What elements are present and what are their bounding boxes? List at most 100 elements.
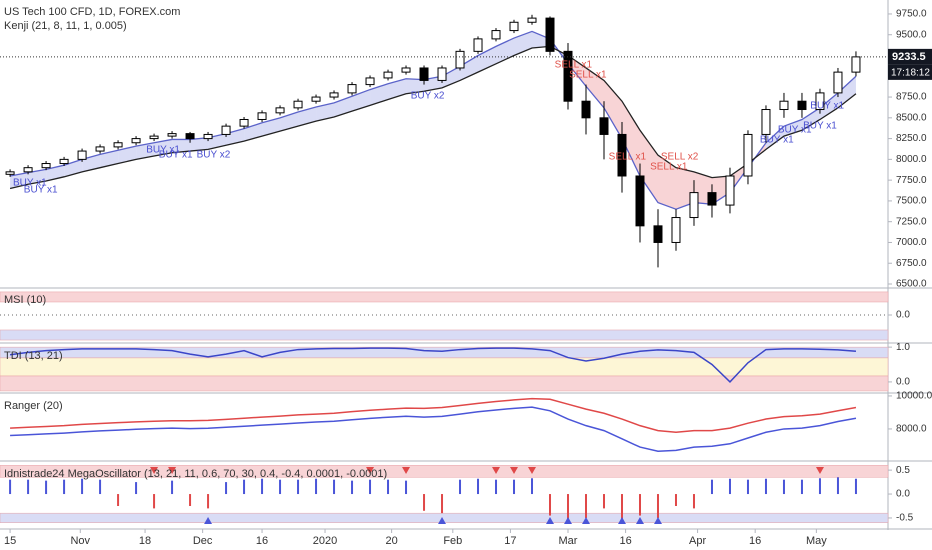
bar bbox=[459, 479, 462, 495]
band-fill bbox=[298, 107, 317, 127]
candle-body bbox=[401, 67, 411, 73]
bar bbox=[81, 478, 84, 495]
bar bbox=[153, 494, 156, 509]
candle-body bbox=[113, 142, 123, 148]
x-tick-label: 18 bbox=[139, 535, 151, 547]
bar bbox=[764, 478, 767, 495]
bar bbox=[225, 482, 228, 495]
band-fill bbox=[442, 66, 461, 88]
band-fill bbox=[154, 139, 173, 157]
x-tick-label: 2020 bbox=[313, 535, 337, 547]
candle-body bbox=[221, 125, 231, 135]
candle-body bbox=[509, 21, 519, 32]
candle-body bbox=[833, 71, 843, 94]
y-tick-label: 7500.0 bbox=[896, 196, 927, 207]
up-signal bbox=[438, 517, 447, 524]
band-fill bbox=[657, 155, 676, 210]
band-fill bbox=[801, 107, 820, 131]
band bbox=[0, 465, 889, 478]
band-fill bbox=[316, 102, 335, 122]
signal-label: BUY x2 bbox=[197, 150, 231, 161]
candle-body bbox=[689, 192, 699, 219]
x-tick-label: Nov bbox=[70, 535, 90, 547]
down-signal bbox=[528, 467, 537, 474]
candle-body bbox=[473, 38, 483, 52]
y-tick-label: 10000.0 bbox=[896, 391, 932, 402]
band-fill bbox=[46, 165, 65, 181]
down-signal bbox=[168, 467, 177, 474]
bar bbox=[728, 478, 731, 495]
down-signal bbox=[402, 467, 411, 474]
bar bbox=[9, 479, 12, 495]
pane-title: US Tech 100 CFD, 1D, FOREX.com bbox=[4, 6, 180, 18]
bar bbox=[567, 494, 570, 523]
band bbox=[0, 357, 889, 377]
bar bbox=[315, 478, 318, 495]
pane-title: MSI (10) bbox=[4, 294, 46, 306]
bar bbox=[585, 494, 588, 518]
band bbox=[0, 329, 889, 341]
up-signal bbox=[582, 517, 591, 524]
x-tick-label: 17 bbox=[504, 535, 516, 547]
y-tick-label: 8000.0 bbox=[896, 424, 927, 435]
countdown-label: 17:18:12 bbox=[891, 68, 930, 79]
bar bbox=[836, 477, 839, 495]
bar bbox=[117, 494, 120, 506]
bar bbox=[800, 479, 803, 495]
band-fill bbox=[603, 80, 622, 139]
band-fill bbox=[136, 142, 155, 160]
down-signal bbox=[150, 467, 159, 474]
y-tick-label: 8750.0 bbox=[896, 92, 927, 103]
bar bbox=[261, 478, 264, 495]
band-fill bbox=[837, 76, 856, 108]
y-tick-label: 1.0 bbox=[896, 342, 910, 353]
candle-body bbox=[527, 17, 537, 23]
bar bbox=[602, 494, 605, 509]
band bbox=[0, 375, 889, 392]
band-fill bbox=[765, 126, 784, 150]
down-signal bbox=[510, 467, 519, 474]
bar bbox=[746, 479, 749, 495]
bar bbox=[620, 494, 623, 521]
bar bbox=[297, 479, 300, 495]
band bbox=[0, 291, 889, 303]
candle-body bbox=[815, 92, 825, 111]
bar bbox=[243, 479, 246, 495]
y-tick-label: 7750.0 bbox=[896, 175, 927, 186]
candle-body bbox=[419, 67, 429, 81]
band-fill bbox=[783, 119, 802, 137]
bar bbox=[495, 479, 498, 495]
up-signal bbox=[564, 517, 573, 524]
up-signal bbox=[546, 517, 555, 524]
up-signal bbox=[635, 517, 644, 524]
x-tick-label: Mar bbox=[559, 535, 578, 547]
candle-body bbox=[131, 138, 141, 144]
candle-body bbox=[491, 30, 501, 40]
candle-body bbox=[5, 171, 15, 175]
candle-body bbox=[617, 133, 627, 177]
pane-title: TDI (13, 21) bbox=[4, 350, 63, 362]
bar bbox=[674, 494, 677, 506]
y-tick-label: 0.0 bbox=[896, 489, 910, 500]
y-tick-label: 9750.0 bbox=[896, 9, 927, 20]
bar bbox=[333, 479, 336, 495]
bar bbox=[692, 494, 695, 509]
candle-body bbox=[293, 100, 303, 109]
candle-body bbox=[23, 167, 33, 173]
band-fill bbox=[172, 139, 191, 153]
signal-label: SELL x1 bbox=[569, 70, 607, 81]
bar bbox=[351, 480, 354, 495]
signal-label: SELL x1 bbox=[650, 162, 688, 173]
candle-body bbox=[329, 92, 339, 98]
up-signal bbox=[653, 517, 662, 524]
up-signal bbox=[204, 517, 213, 524]
x-tick-label: 16 bbox=[619, 535, 631, 547]
x-tick-label: Feb bbox=[443, 535, 462, 547]
y-tick-label: 8250.0 bbox=[896, 133, 927, 144]
candle-body bbox=[635, 175, 645, 227]
bar bbox=[638, 494, 641, 516]
bar bbox=[531, 478, 534, 495]
candle-body bbox=[599, 117, 609, 135]
